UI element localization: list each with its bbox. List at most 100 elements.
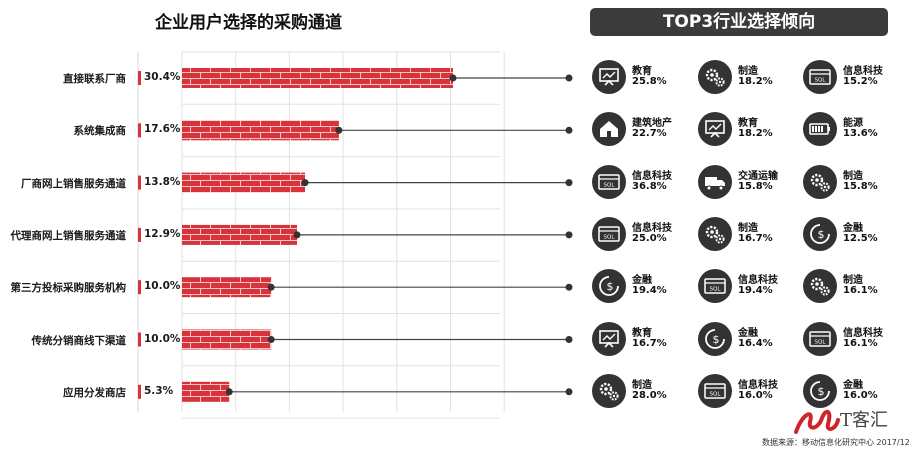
svg-text:SQL: SQL: [710, 287, 722, 293]
industry-item: 制造 28.0%: [592, 372, 697, 412]
industry-item: 能源 13.6%: [803, 110, 908, 150]
industry-item: $ 金融 19.4%: [592, 267, 697, 307]
gears-icon: [803, 164, 837, 199]
industry-item: SQL 信息科技 16.0%: [698, 372, 803, 412]
value-label: 30.4%: [144, 71, 181, 83]
connector-end-dot: [565, 179, 573, 187]
industry-name: 能源: [843, 118, 863, 130]
industry-item: $ 金融 16.4%: [698, 320, 803, 360]
industry-name: 信息科技: [843, 327, 883, 339]
industry-percent: 18.2%: [738, 76, 773, 87]
bar-end-dot: [449, 74, 457, 82]
row-marker: [138, 71, 141, 85]
industry-item: $ 金融 16.0%: [803, 372, 908, 412]
industry-item: SQL 信息科技 16.1%: [803, 320, 908, 360]
svg-text:SQL: SQL: [604, 234, 616, 240]
sql-window-icon: SQL: [698, 373, 732, 408]
row-marker: [138, 384, 141, 399]
industry-percent: 19.4%: [738, 285, 773, 297]
value-label: 13.8%: [144, 175, 181, 188]
industry-percent: 18.2%: [738, 128, 773, 140]
money-icon: $: [698, 321, 732, 356]
bar-end-dot: [301, 179, 309, 187]
industry-item: 制造 15.8%: [803, 163, 908, 203]
industry-percent: 16.7%: [632, 337, 667, 349]
connector-end-dot: [565, 126, 573, 134]
industry-name: 金融: [843, 379, 863, 391]
tkehui-logo: [794, 409, 840, 434]
sql-window-icon: SQL: [592, 216, 626, 251]
house-icon: [592, 112, 626, 147]
industry-name: 信息科技: [632, 170, 672, 182]
value-label: 12.9%: [144, 227, 181, 240]
row-marker: [138, 175, 141, 190]
industry-name: 信息科技: [738, 275, 778, 287]
row-marker: [138, 123, 141, 138]
industry-name: 制造: [632, 379, 652, 391]
industry-percent: 12.5%: [843, 232, 878, 244]
industry-panel-title: TOP3行业选择倾向: [590, 8, 888, 36]
connector-end-dot: [565, 283, 573, 291]
category-label: 直接联系厂商: [63, 73, 126, 85]
bar: [182, 172, 306, 193]
industry-name: 信息科技: [738, 379, 778, 391]
industry-name: 制造: [738, 222, 758, 234]
industry-item: 教育 18.2%: [698, 110, 803, 150]
industry-item: SQL 信息科技 36.8%: [592, 163, 697, 203]
industry-item: 交通运输 15.8%: [698, 163, 803, 203]
truck-icon: [698, 164, 732, 199]
sql-window-icon: SQL: [698, 269, 732, 304]
category-label: 传统分销商线下渠道: [31, 334, 127, 347]
category-label: 厂商网上销售服务通道: [21, 177, 126, 190]
industry-name: 建筑地产: [632, 118, 672, 130]
industry-item: 建筑地产 22.7%: [592, 110, 697, 150]
value-label: 17.6%: [144, 123, 181, 136]
svg-text:SQL: SQL: [815, 78, 827, 84]
industry-percent: 22.7%: [632, 128, 667, 140]
logo-text: T客汇: [840, 410, 889, 431]
industry-percent: 28.0%: [632, 389, 667, 401]
chart-grid: [137, 51, 505, 419]
sql-window-icon: SQL: [803, 60, 837, 94]
industry-percent: 15.8%: [738, 180, 773, 192]
battery-icon: [803, 112, 837, 147]
chart-title: 企业用户选择的采购通道: [155, 13, 342, 33]
money-icon: $: [803, 216, 837, 251]
industry-percent: 16.1%: [843, 337, 878, 349]
industry-percent: 36.8%: [632, 180, 667, 192]
category-label: 代理商网上销售服务通道: [10, 229, 127, 242]
industry-item: 制造 16.7%: [698, 215, 803, 255]
industry-item: SQL 信息科技 25.0%: [592, 215, 697, 255]
svg-text:$: $: [607, 280, 614, 293]
industry-item: $ 金融 12.5%: [803, 215, 908, 255]
category-label: 系统集成商: [73, 125, 127, 138]
industry-item: 教育 16.7%: [592, 320, 697, 360]
row-marker: [138, 332, 141, 347]
bar-end-dot: [267, 336, 275, 343]
industry-percent: 19.4%: [632, 285, 667, 297]
industry-percent: 13.6%: [843, 128, 878, 140]
industry-name: 金融: [843, 222, 863, 234]
bar-end-dot: [293, 231, 301, 239]
industry-percent: 16.7%: [738, 232, 773, 244]
row-marker: [138, 280, 141, 295]
svg-text:$: $: [818, 385, 825, 398]
svg-text:$: $: [818, 228, 825, 241]
bar: [182, 329, 272, 350]
data-source: 数据来源：移动信息化研究中心 2017/12: [762, 438, 910, 447]
industry-percent: 15.8%: [843, 180, 878, 192]
industry-percent: 25.0%: [632, 232, 667, 244]
category-label: 应用分发商店: [63, 386, 126, 399]
industry-name: 教育: [738, 118, 758, 130]
connector-end-dot: [565, 336, 573, 343]
bar-end-dot: [267, 283, 275, 291]
bar-end-dot: [225, 388, 233, 396]
industry-item: 制造 18.2%: [698, 58, 803, 98]
bar-end-dot: [335, 126, 343, 134]
industry-name: 交通运输: [738, 170, 778, 182]
industry-name: 制造: [843, 275, 863, 287]
education-icon: [592, 60, 626, 94]
money-icon: $: [592, 269, 626, 304]
bar: [182, 381, 230, 402]
industry-percent: 16.0%: [738, 389, 773, 401]
